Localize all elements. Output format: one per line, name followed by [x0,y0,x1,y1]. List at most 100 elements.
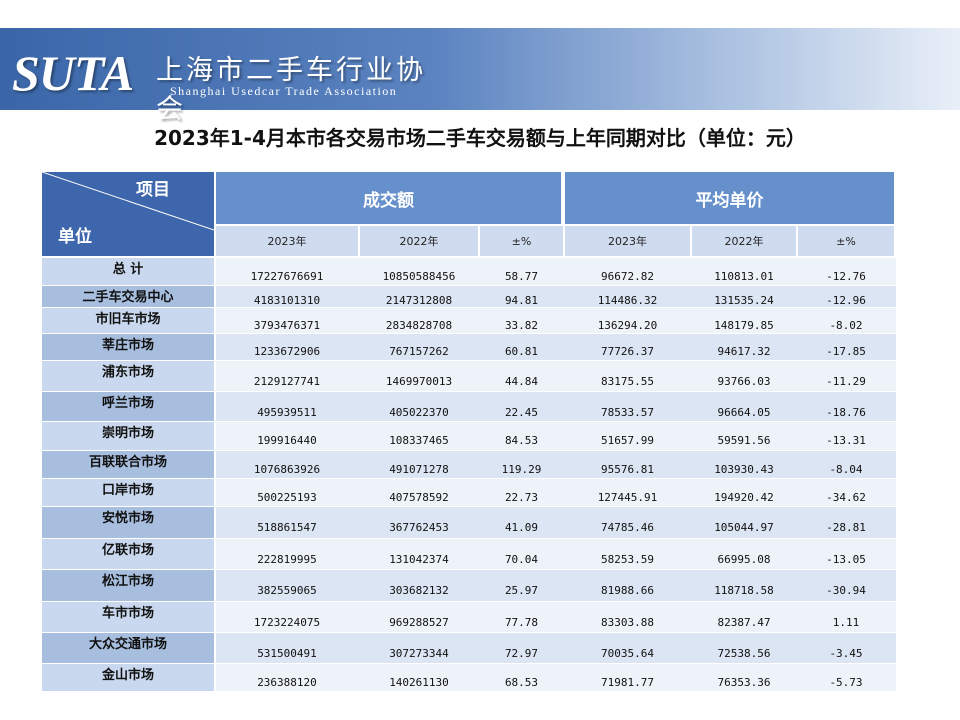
table-cell: 78533.57 [601,405,654,419]
table-cell: 307273344 [389,647,449,660]
subheader-sub-2022-avg: 2022年 [692,226,796,256]
row-label: 亿联市场 [42,539,214,569]
table-cell: 44.84 [504,375,539,388]
table-cell: 236388120 [257,676,317,689]
table-cell: 25.97 [504,584,539,597]
subheader-sub-2023-avg: 2023年 [565,226,690,256]
table-row [216,479,896,506]
table-cell: 77726.37 [601,344,654,358]
table-cell: 72.97 [504,647,539,660]
row-label: 崇明市场 [42,422,214,450]
table-cell: 148179.85 [714,318,774,332]
table-cell: 382559065 [257,584,317,597]
table-cell: 17227676691 [250,270,324,283]
row-label: 总 计 [42,258,214,285]
table-cell: 491071278 [389,463,449,476]
group-header-turnover: 成交额 [216,172,561,224]
table-cell: -3.45 [829,647,863,660]
table-cell: 118718.58 [714,584,774,597]
logo-mark: SUTA [12,45,134,101]
table-cell: 131042374 [389,553,449,566]
table-cell: 1.11 [832,616,860,629]
table-cell: 407578592 [389,491,449,504]
table-cell: 94617.32 [717,344,771,358]
group-header-avg-price: 平均单价 [565,172,894,224]
table-row [216,570,896,601]
table-row [216,361,896,391]
table-cell: 495939511 [257,405,317,419]
table-cell: 194920.42 [714,491,774,504]
row-label: 呼兰市场 [42,392,214,421]
table-cell: 1723224075 [253,616,321,629]
table-row [216,422,896,450]
table-cell: -5.73 [829,676,863,689]
table-cell: 22.45 [504,405,539,419]
table-cell: -34.62 [826,491,866,504]
table-cell: 222819995 [257,553,317,566]
org-name-en: Shanghai Usedcar Trade Association [170,84,398,98]
table-cell: -30.94 [826,584,866,597]
table-cell: 33.82 [504,318,539,332]
table-cell: 70035.64 [601,647,654,660]
table-cell: 500225193 [257,491,317,504]
table-cell: 70.04 [504,553,539,566]
table-cell: 1076863926 [253,463,321,476]
table-cell: 531500491 [257,647,317,660]
table-cell: 77.78 [504,616,539,629]
table-cell: -8.02 [829,318,863,332]
table-cell: 71981.77 [601,676,654,689]
table-row [216,602,896,632]
table-cell: -17.85 [826,344,866,358]
org-name-cn: 上海市二手车行业协会 [156,55,426,125]
table-cell: -11.29 [826,375,866,388]
table-row [216,308,896,333]
column-axis-label: 项目 [136,180,170,200]
table-cell: 108337465 [389,434,449,447]
subheader-sub-pct-turnover: ±% [480,226,563,256]
table-cell: 59591.56 [717,434,771,447]
table-cell: 51657.99 [601,434,654,447]
table-cell: 136294.20 [597,318,658,332]
table-row [216,633,896,663]
row-axis-label: 单位 [58,227,92,247]
table-cell: 72538.56 [717,647,771,660]
row-label: 浦东市场 [42,361,214,391]
table-cell: 114486.32 [597,294,658,307]
table-row [216,507,896,538]
table-cell: 83303.88 [601,616,654,629]
table-cell: 94.81 [504,294,539,307]
table-cell: 127445.91 [597,491,658,504]
table-row [216,258,896,285]
table-cell: 119.29 [501,463,542,476]
association-logo: SUTA 上海市二手车行业协会 Shanghai Usedcar Trade A… [0,28,452,125]
table-cell: -18.76 [826,405,866,419]
table-cell: 10850588456 [382,270,456,283]
table-cell: 518861547 [257,521,317,534]
table-row [216,392,896,421]
table-cell: 969288527 [389,616,449,629]
table-cell: 3793476371 [253,318,321,332]
row-label: 大众交通市场 [42,633,214,663]
table-cell: 82387.47 [717,616,771,629]
row-label: 金山市场 [42,664,214,691]
table-cell: 68.53 [504,676,539,689]
table-cell: 22.73 [504,491,539,504]
table-cell: 367762453 [389,521,449,534]
table-cell: 66995.08 [717,553,771,566]
subheader-sub-2023-turnover: 2023年 [216,226,358,256]
subheader-sub-pct-avg: ±% [798,226,894,256]
table-cell: 4183101310 [253,294,321,307]
table-cell: -8.04 [829,463,863,476]
table-cell: -28.81 [826,521,866,534]
table-cell: 58.77 [504,270,539,283]
table-row [216,664,896,691]
table-cell: 1469970013 [385,375,453,388]
page-title: 2023年1-4月本市各交易市场二手车交易额与上年同期对比（单位：元） [154,126,806,150]
row-label: 车市市场 [42,602,214,632]
table-cell: 2834828708 [385,318,453,332]
row-label: 松江市场 [42,570,214,601]
table-row [216,539,896,569]
table-cell: 84.53 [504,434,539,447]
table-cell: 58253.59 [601,553,654,566]
table-cell: 767157262 [389,344,449,358]
